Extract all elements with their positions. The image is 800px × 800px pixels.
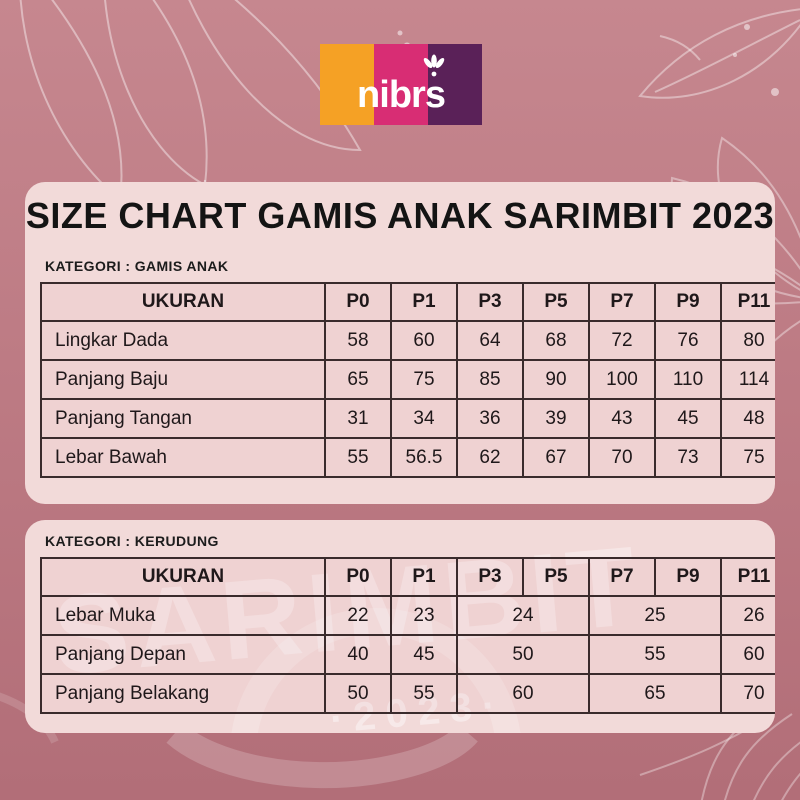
value-cell: 110 bbox=[654, 359, 722, 400]
category-label-gamis-anak: KATEGORI : GAMIS ANAK bbox=[45, 258, 229, 274]
gamis-anak-card: SIZE CHART GAMIS ANAK SARIMBIT 2023 KATE… bbox=[25, 182, 775, 504]
value-cell: 55 bbox=[324, 437, 392, 478]
value-cell: 48 bbox=[720, 398, 775, 439]
size-column-header: P9 bbox=[654, 557, 722, 597]
value-cell: 62 bbox=[456, 437, 524, 478]
swirl-watermark-icon bbox=[166, 722, 478, 789]
value-cell: 68 bbox=[522, 320, 590, 361]
value-cell: 43 bbox=[588, 398, 656, 439]
value-cell: 70 bbox=[588, 437, 656, 478]
logo-stripe-magenta bbox=[374, 44, 428, 125]
value-cell: 73 bbox=[654, 437, 722, 478]
value-cell: 80 bbox=[720, 320, 775, 361]
value-cell: 100 bbox=[588, 359, 656, 400]
gamis-anak-size-table: UKURAN P0 P1 P3 P5 P7 P9 P11 Lingkar Dada 58 60 64 6… bbox=[40, 282, 775, 478]
logo-wordmark: nibrs bbox=[357, 74, 446, 116]
value-cell: 90 bbox=[522, 359, 590, 400]
table-row: Panjang Tangan 31 34 36 39 43 45 48 bbox=[40, 398, 775, 439]
value-cell: 60 bbox=[456, 673, 590, 714]
row-label-cell: Panjang Tangan bbox=[40, 398, 326, 439]
size-column-header: P7 bbox=[588, 282, 656, 322]
category-label-kerudung: KATEGORI : KERUDUNG bbox=[45, 533, 219, 549]
value-cell: 60 bbox=[720, 634, 775, 675]
value-cell: 55 bbox=[588, 634, 722, 675]
value-cell: 67 bbox=[522, 437, 590, 478]
size-column-header: P0 bbox=[324, 282, 392, 322]
value-cell: 64 bbox=[456, 320, 524, 361]
value-cell: 45 bbox=[654, 398, 722, 439]
size-column-header: P3 bbox=[456, 282, 524, 322]
value-cell: 76 bbox=[654, 320, 722, 361]
value-cell: 85 bbox=[456, 359, 524, 400]
logo-stripe-orange bbox=[320, 44, 374, 125]
value-cell: 114 bbox=[720, 359, 775, 400]
table-row: Lebar Muka 22 23 24 25 26 bbox=[40, 595, 775, 636]
size-column-header: P9 bbox=[654, 282, 722, 322]
value-cell: 26 bbox=[720, 595, 775, 636]
size-column-header: P7 bbox=[588, 557, 656, 597]
size-column-header: P11 bbox=[720, 282, 775, 322]
table-row: Panjang Belakang 50 55 60 65 70 bbox=[40, 673, 775, 714]
value-cell: 75 bbox=[390, 359, 458, 400]
logo-stripe-purple bbox=[428, 44, 482, 125]
size-column-header: P1 bbox=[390, 557, 458, 597]
value-cell: 75 bbox=[720, 437, 775, 478]
size-column-header: P11 bbox=[720, 557, 775, 597]
row-label-cell: Panjang Belakang bbox=[40, 673, 326, 714]
dot-accent-icon bbox=[733, 53, 737, 57]
measure-column-header: UKURAN bbox=[40, 557, 326, 597]
value-cell: 25 bbox=[588, 595, 722, 636]
header-row: UKURAN P0 P1 P3 P5 P7 P9 P11 bbox=[40, 282, 775, 322]
header-row: UKURAN P0 P1 P3 P5 P7 P9 P11 bbox=[40, 557, 775, 597]
dot-accent-icon bbox=[771, 88, 779, 96]
dot-accent-icon bbox=[397, 30, 403, 36]
value-cell: 45 bbox=[390, 634, 458, 675]
value-cell: 24 bbox=[456, 595, 590, 636]
size-column-header: P1 bbox=[390, 282, 458, 322]
value-cell: 55 bbox=[390, 673, 458, 714]
value-cell: 60 bbox=[390, 320, 458, 361]
value-cell: 36 bbox=[456, 398, 524, 439]
kerudung-size-table: UKURAN P0 P1 P3 P5 P7 P9 P11 Lebar Muka 22 23 24 25 2… bbox=[40, 557, 775, 714]
row-label-cell: Lebar Muka bbox=[40, 595, 326, 636]
value-cell: 23 bbox=[390, 595, 458, 636]
dot-accent-icon bbox=[744, 24, 750, 30]
value-cell: 39 bbox=[522, 398, 590, 439]
table-row: Lebar Bawah 55 56.5 62 67 70 73 75 bbox=[40, 437, 775, 478]
table-row: Panjang Baju 65 75 85 90 100 110 114 bbox=[40, 359, 775, 400]
size-column-header: P5 bbox=[522, 557, 590, 597]
page-title: SIZE CHART GAMIS ANAK SARIMBIT 2023 bbox=[25, 195, 775, 236]
value-cell: 70 bbox=[720, 673, 775, 714]
size-column-header: P3 bbox=[456, 557, 524, 597]
measure-column-header: UKURAN bbox=[40, 282, 326, 322]
table-row: Lingkar Dada 58 60 64 68 72 76 80 bbox=[40, 320, 775, 361]
size-column-header: P5 bbox=[522, 282, 590, 322]
value-cell: 65 bbox=[324, 359, 392, 400]
leaf-icon bbox=[638, 8, 800, 99]
value-cell: 56.5 bbox=[390, 437, 458, 478]
size-column-header: P0 bbox=[324, 557, 392, 597]
value-cell: 65 bbox=[588, 673, 722, 714]
value-cell: 40 bbox=[324, 634, 392, 675]
value-cell: 50 bbox=[324, 673, 392, 714]
value-cell: 58 bbox=[324, 320, 392, 361]
value-cell: 50 bbox=[456, 634, 590, 675]
value-cell: 31 bbox=[324, 398, 392, 439]
nibras-logo: nibrs bbox=[320, 44, 482, 125]
row-label-cell: Lingkar Dada bbox=[40, 320, 326, 361]
tulip-logo-icon bbox=[423, 54, 445, 77]
value-cell: 72 bbox=[588, 320, 656, 361]
value-cell: 34 bbox=[390, 398, 458, 439]
row-label-cell: Panjang Baju bbox=[40, 359, 326, 400]
table-row: Panjang Depan 40 45 50 55 60 bbox=[40, 634, 775, 675]
kerudung-card: SARIMBIT ·2023· KATEGORI : KERUDUNG UKUR… bbox=[25, 520, 775, 733]
row-label-cell: Panjang Depan bbox=[40, 634, 326, 675]
row-label-cell: Lebar Bawah bbox=[40, 437, 326, 478]
value-cell: 22 bbox=[324, 595, 392, 636]
